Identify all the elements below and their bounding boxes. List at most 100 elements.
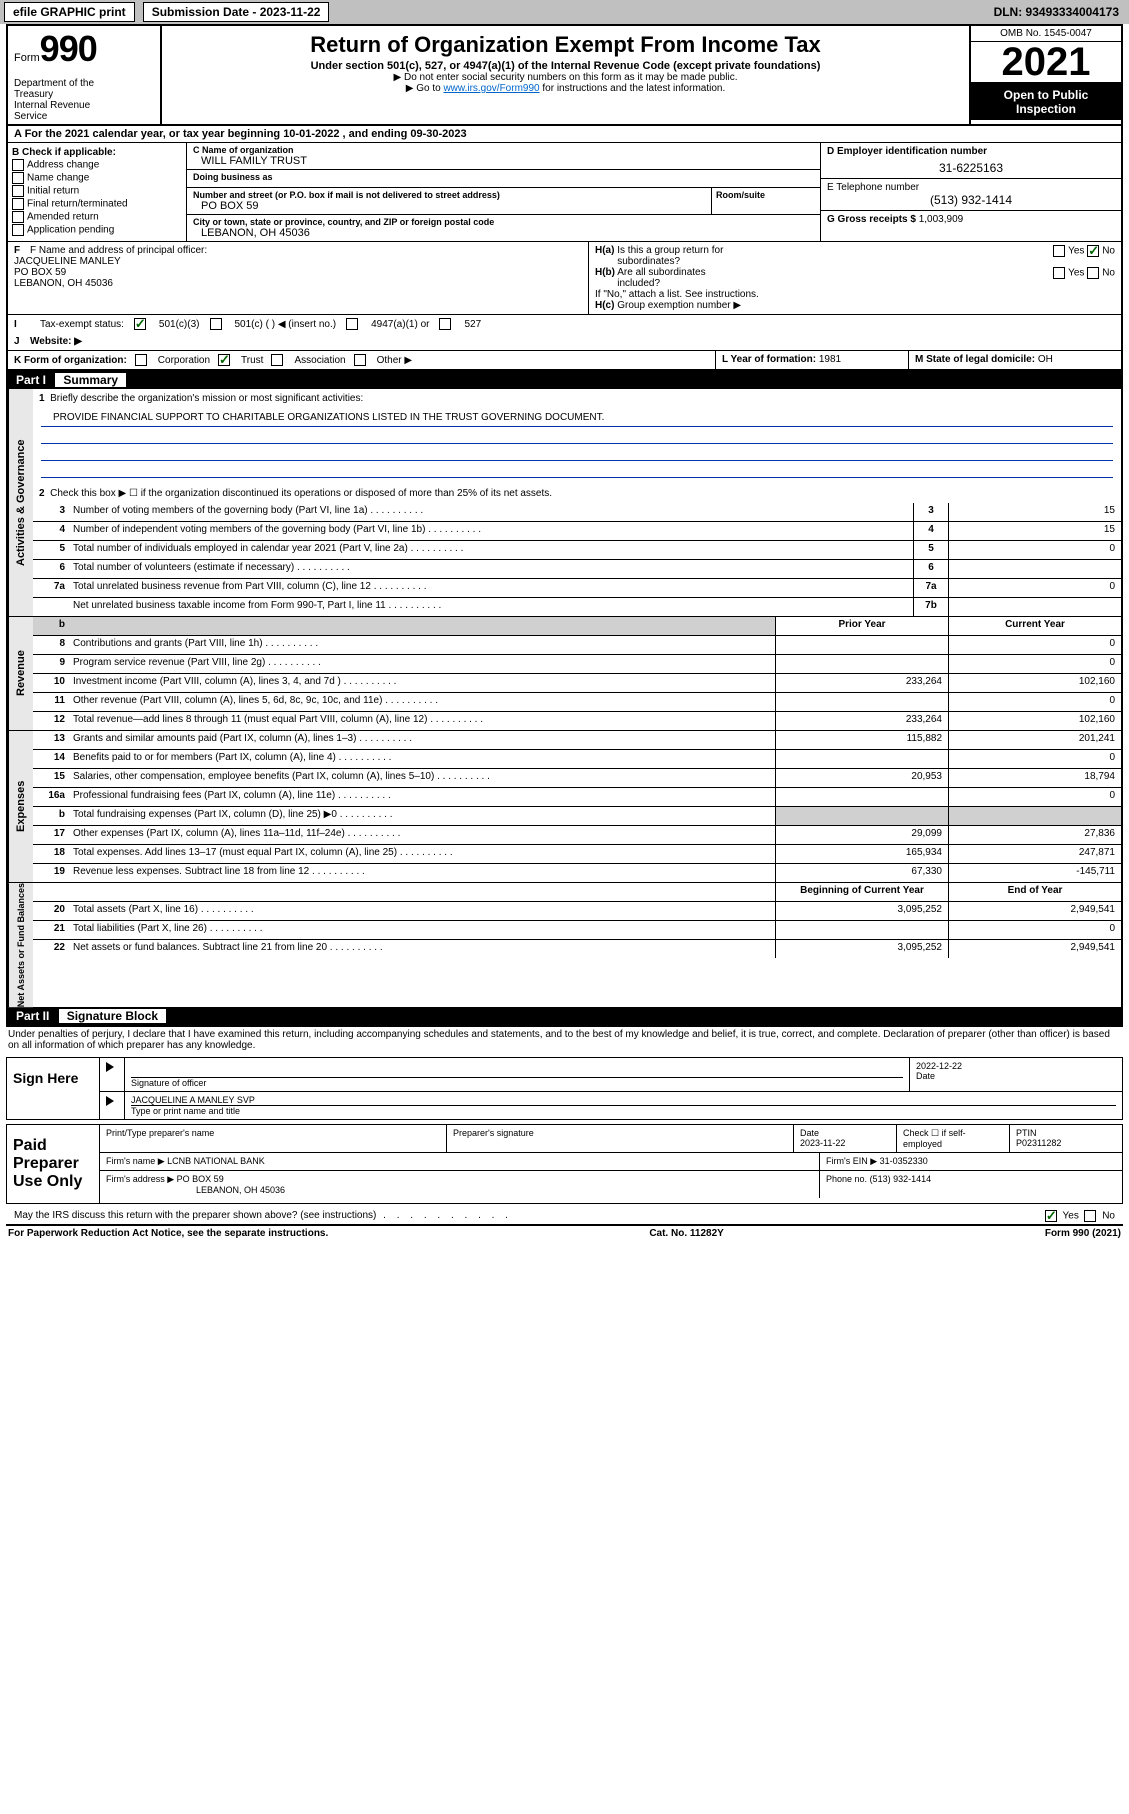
prior-val: 3,095,252 bbox=[775, 940, 948, 958]
table-row: 21Total liabilities (Part X, line 26)0 bbox=[33, 921, 1121, 940]
ein-label: D Employer identification number bbox=[827, 146, 1115, 157]
table-row: 9Program service revenue (Part VIII, lin… bbox=[33, 655, 1121, 674]
prior-val: 233,264 bbox=[775, 674, 948, 692]
val-7a: 0 bbox=[948, 579, 1121, 597]
header-current-year: Current Year bbox=[948, 617, 1121, 635]
chk-ha-no[interactable] bbox=[1087, 245, 1099, 257]
paid-preparer-label: Paid Preparer Use Only bbox=[7, 1125, 100, 1203]
chk-501c3[interactable] bbox=[134, 318, 146, 330]
chk-hb-no[interactable] bbox=[1087, 267, 1099, 279]
chk-trust[interactable] bbox=[218, 354, 230, 366]
chk-address-change[interactable] bbox=[12, 159, 24, 171]
chk-hb-yes[interactable] bbox=[1053, 267, 1065, 279]
addr-label: Number and street (or P.O. box if mail i… bbox=[193, 190, 705, 200]
chk-application-pending[interactable] bbox=[12, 224, 24, 236]
val-3: 15 bbox=[948, 503, 1121, 521]
phone-value: (513) 932-1414 bbox=[827, 193, 1115, 207]
chk-irs-yes[interactable] bbox=[1045, 1210, 1057, 1222]
current-val: 102,160 bbox=[948, 674, 1121, 692]
chk-501c[interactable] bbox=[210, 318, 222, 330]
header-prior-year: Prior Year bbox=[775, 617, 948, 635]
prior-val: 115,882 bbox=[775, 731, 948, 749]
expenses-section: Expenses 13Grants and similar amounts pa… bbox=[8, 731, 1121, 883]
current-val: 2,949,541 bbox=[948, 902, 1121, 920]
chk-final-return[interactable] bbox=[12, 198, 24, 210]
gross-receipts-value: 1,003,909 bbox=[919, 214, 964, 225]
firm-city: LEBANON, OH 45036 bbox=[106, 1185, 813, 1195]
line2-text: Check this box ▶ ☐ if the organization d… bbox=[50, 488, 552, 499]
prior-val: 233,264 bbox=[775, 712, 948, 730]
title-row: Form990 Department of theTreasuryInterna… bbox=[8, 26, 1121, 126]
row-i: I Tax-exempt status: 501(c)(3) 501(c) ( … bbox=[8, 315, 1121, 333]
prior-val bbox=[775, 655, 948, 673]
org-name: WILL FAMILY TRUST bbox=[193, 155, 814, 167]
table-row: bTotal fundraising expenses (Part IX, co… bbox=[33, 807, 1121, 826]
chk-4947[interactable] bbox=[346, 318, 358, 330]
sign-date: 2022-12-22 bbox=[916, 1061, 1116, 1071]
chk-irs-no[interactable] bbox=[1084, 1210, 1096, 1222]
mission-text: PROVIDE FINANCIAL SUPPORT TO CHARITABLE … bbox=[41, 412, 1113, 427]
room-label: Room/suite bbox=[716, 190, 816, 200]
line1-label: Briefly describe the organization's miss… bbox=[50, 393, 363, 404]
self-employed-check[interactable]: Check ☐ if self-employed bbox=[897, 1125, 1010, 1152]
firm-ein: 31-0352330 bbox=[880, 1156, 928, 1166]
hb-note: If "No," attach a list. See instructions… bbox=[595, 289, 1115, 300]
current-val: 18,794 bbox=[948, 769, 1121, 787]
part-1-header: Part I Summary bbox=[8, 371, 1121, 389]
prior-val bbox=[775, 807, 948, 825]
state-domicile: OH bbox=[1038, 354, 1053, 365]
current-val: 0 bbox=[948, 921, 1121, 939]
chk-association[interactable] bbox=[271, 354, 283, 366]
table-row: 16aProfessional fundraising fees (Part I… bbox=[33, 788, 1121, 807]
paperwork-notice: For Paperwork Reduction Act Notice, see … bbox=[8, 1228, 328, 1239]
netassets-section: Net Assets or Fund Balances Beginning of… bbox=[8, 883, 1121, 1007]
footer-row: For Paperwork Reduction Act Notice, see … bbox=[0, 1226, 1129, 1241]
paid-preparer-block: Paid Preparer Use Only Print/Type prepar… bbox=[6, 1124, 1123, 1204]
chk-527[interactable] bbox=[439, 318, 451, 330]
val-4: 15 bbox=[948, 522, 1121, 540]
name-title-label: Type or print name and title bbox=[131, 1106, 1116, 1116]
form-title: Return of Organization Exempt From Incom… bbox=[166, 32, 965, 58]
firm-name: LCNB NATIONAL BANK bbox=[167, 1156, 265, 1166]
table-row: 17Other expenses (Part IX, column (A), l… bbox=[33, 826, 1121, 845]
prior-val: 3,095,252 bbox=[775, 902, 948, 920]
print-preparer-label: Print/Type preparer's name bbox=[100, 1125, 447, 1152]
prior-val: 165,934 bbox=[775, 845, 948, 863]
irs-link[interactable]: www.irs.gov/Form990 bbox=[443, 83, 539, 94]
date-label: Date bbox=[916, 1071, 1116, 1081]
chk-corporation[interactable] bbox=[135, 354, 147, 366]
table-row: 8Contributions and grants (Part VIII, li… bbox=[33, 636, 1121, 655]
org-name-label: C Name of organization bbox=[193, 145, 814, 155]
prior-val: 20,953 bbox=[775, 769, 948, 787]
city-value: LEBANON, OH 45036 bbox=[193, 227, 814, 239]
val-5: 0 bbox=[948, 541, 1121, 559]
prior-val bbox=[775, 921, 948, 939]
header-end-year: End of Year bbox=[948, 883, 1121, 901]
chk-initial-return[interactable] bbox=[12, 185, 24, 197]
officer-label: F Name and address of principal officer: bbox=[30, 245, 207, 256]
box-b-title: B Check if applicable: bbox=[12, 147, 182, 158]
website-label: Website: ▶ bbox=[30, 336, 82, 347]
chk-name-change[interactable] bbox=[12, 172, 24, 184]
open-to-public: Open to Public Inspection bbox=[971, 84, 1121, 120]
chk-other[interactable] bbox=[354, 354, 366, 366]
box-c-org-info: C Name of organization WILL FAMILY TRUST… bbox=[187, 143, 820, 241]
current-val: -145,711 bbox=[948, 864, 1121, 882]
chk-amended-return[interactable] bbox=[12, 211, 24, 223]
table-row: 20Total assets (Part X, line 16)3,095,25… bbox=[33, 902, 1121, 921]
preparer-date: 2023-11-22 bbox=[800, 1138, 890, 1148]
table-row: 12Total revenue—add lines 8 through 11 (… bbox=[33, 712, 1121, 730]
chk-ha-yes[interactable] bbox=[1053, 245, 1065, 257]
instruction-2: ▶ Go to www.irs.gov/Form990 for instruct… bbox=[166, 83, 965, 94]
efile-print-button[interactable]: efile GRAPHIC print bbox=[4, 2, 135, 22]
current-val bbox=[948, 807, 1121, 825]
firm-phone: (513) 932-1414 bbox=[870, 1174, 932, 1184]
form-prefix: Form bbox=[14, 52, 40, 64]
current-val: 27,836 bbox=[948, 826, 1121, 844]
vtab-netassets: Net Assets or Fund Balances bbox=[8, 883, 33, 1007]
vtab-governance: Activities & Governance bbox=[8, 389, 33, 616]
form-number-footer: Form 990 (2021) bbox=[1045, 1228, 1121, 1239]
city-label: City or town, state or province, country… bbox=[193, 217, 814, 227]
officer-name: JACQUELINE MANLEY bbox=[14, 256, 582, 267]
current-val: 0 bbox=[948, 655, 1121, 673]
